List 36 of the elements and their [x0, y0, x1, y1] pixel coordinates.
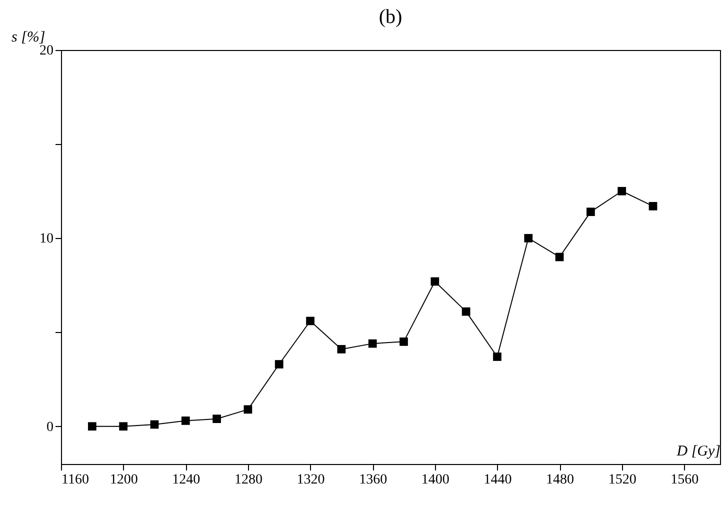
point: [119, 422, 128, 431]
point: [462, 307, 470, 316]
x-tick-label: 1560: [670, 472, 699, 488]
point: [493, 352, 502, 361]
point: [648, 202, 658, 210]
y-axis-title: s [%]: [12, 30, 46, 46]
x-tick-label: 1240: [172, 472, 200, 488]
x-tick-label: 1400: [421, 472, 450, 488]
point: [274, 360, 284, 368]
point: [212, 414, 221, 424]
point: [524, 234, 533, 242]
point: [88, 422, 96, 431]
x-tick-label: 1320: [296, 472, 325, 488]
point: [244, 405, 252, 414]
point: [150, 420, 159, 429]
x-tick-label: 1360: [359, 472, 388, 488]
point: [181, 416, 190, 425]
point: [430, 277, 440, 286]
point: [586, 208, 595, 216]
x-tick-label: 1520: [608, 472, 636, 488]
x-tick-label: 1280: [234, 472, 262, 488]
y-tick-label: 0: [46, 420, 54, 435]
x-tick-label: 1200: [110, 472, 138, 488]
x-axis-title: D [Gy]: [676, 444, 721, 460]
y-tick-label: 20: [40, 44, 54, 58]
point: [306, 316, 314, 326]
x-tick-label: 1160: [62, 472, 89, 488]
x-tick-label: 1480: [546, 472, 574, 488]
point: [368, 339, 377, 348]
chart-title: (b): [378, 6, 402, 28]
point: [555, 252, 564, 262]
point: [337, 345, 346, 354]
point: [618, 186, 626, 196]
y-tick-label: 10: [40, 232, 54, 247]
point: [400, 338, 408, 346]
x-tick-label: 1440: [484, 472, 512, 488]
